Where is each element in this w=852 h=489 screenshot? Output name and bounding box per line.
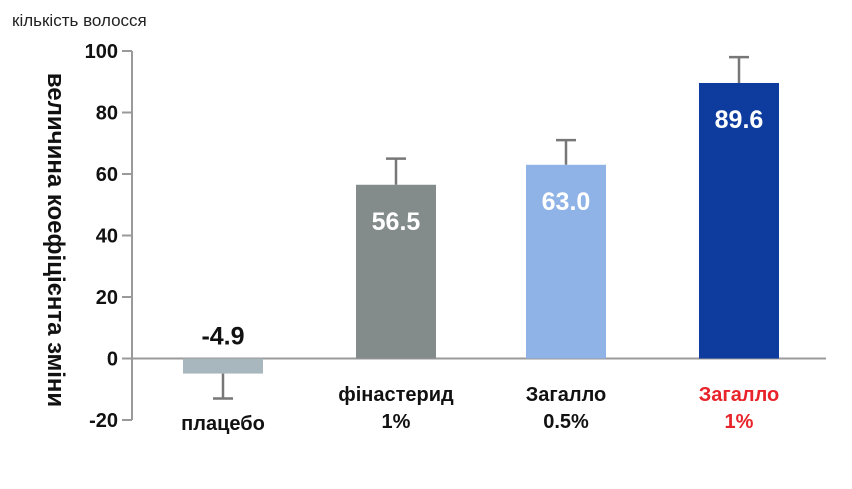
y-tick-label: -20 [89,410,118,432]
category-label: плацебо [181,413,265,435]
category-label: 1% [382,411,411,433]
bars-group: -4.9 плацебо 56.5 фінастерид 1% 63.0 Загалло 0.… [181,55,779,436]
data-label: 56.5 [372,208,421,236]
y-tick-label: 20 [96,287,118,309]
bar [526,164,606,359]
bar [699,82,779,359]
bar-group: 89.6 Загалло 1% [699,55,779,433]
bar-group: 63.0 Загалло 0.5% [526,138,606,433]
bar [183,358,263,374]
y-tick-label: 100 [85,41,118,63]
data-label: 63.0 [542,188,591,216]
data-label: 89.6 [715,106,764,134]
data-label: -4.9 [201,323,244,351]
chart-subtitle: кількість волосся [12,11,147,30]
category-label: 0.5% [543,411,589,433]
bar [356,184,436,359]
y-tick-label: 60 [96,164,118,186]
y-tick-label: 80 [96,103,118,125]
y-tick-label: 40 [96,226,118,248]
y-tick-label: 0 [107,349,118,371]
bar-group: 56.5 фінастерид 1% [338,157,454,433]
category-label: фінастерид [338,384,454,406]
category-label: Загалло [699,384,779,406]
bar-group: -4.9 плацебо [181,323,265,436]
category-label: Загалло [526,384,606,406]
category-label: 1% [725,411,754,433]
y-axis-label: величина коефіцієнта зміни [42,73,69,407]
